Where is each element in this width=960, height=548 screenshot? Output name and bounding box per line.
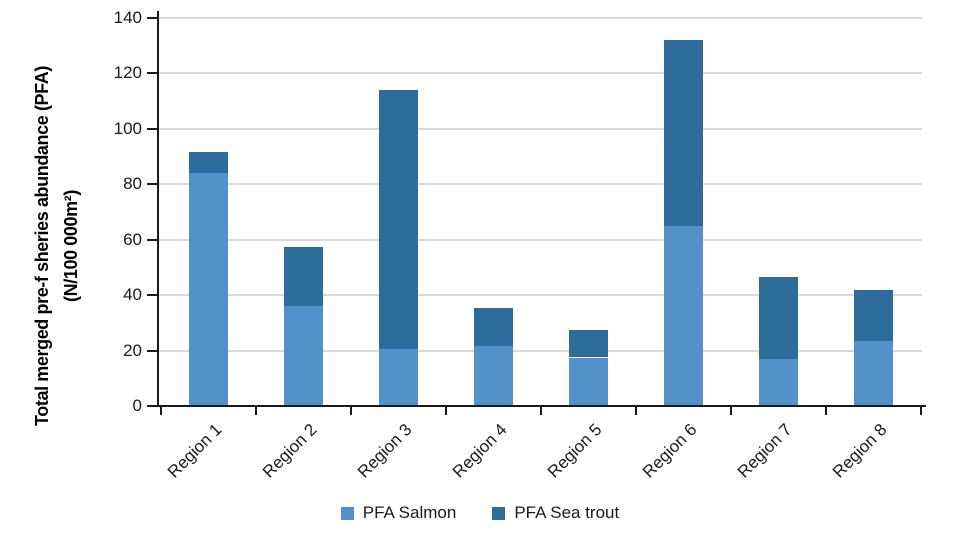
x-tick-4: [540, 407, 542, 415]
y-tick-label-80: 80: [123, 174, 142, 194]
x-tick-label-region-3: Region 3: [354, 420, 416, 482]
bar-segment-pfa-sea-trout-region-4: [474, 307, 513, 347]
x-tick-label-region-5: Region 5: [544, 420, 606, 482]
legend-swatch-pfa-sea-trout: [492, 506, 506, 520]
y-tick-label-40: 40: [123, 285, 142, 305]
legend-label-pfa-salmon: PFA Salmon: [362, 503, 457, 522]
x-tick-label-region-1: Region 1: [164, 420, 226, 482]
y-tick-0: [147, 405, 157, 407]
x-tick-label-region-6: Region 6: [639, 420, 701, 482]
bar-segment-pfa-sea-trout-region-6: [664, 40, 703, 226]
bar-segment-pfa-salmon-region-2: [284, 306, 323, 406]
x-tick-3: [445, 407, 447, 415]
y-axis-title-line-2: (N/100 000m²): [61, 190, 81, 302]
gridline-40: [159, 294, 922, 297]
bar-segment-pfa-sea-trout-region-1: [189, 152, 228, 174]
y-tick-label-100: 100: [113, 118, 142, 138]
y-tick-label-0: 0: [132, 396, 142, 415]
gridline-120: [159, 72, 922, 75]
y-tick-label-140: 140: [113, 8, 142, 27]
y-tick-60: [147, 238, 157, 241]
bar-segment-pfa-salmon-region-8: [854, 340, 893, 406]
bar-segment-pfa-salmon-region-1: [189, 173, 228, 406]
legend-item-pfa-salmon: PFA Salmon: [340, 503, 457, 523]
bar-segment-pfa-sea-trout-region-8: [854, 289, 893, 341]
bar-segment-pfa-sea-trout-region-5: [569, 329, 608, 358]
gridline-100: [159, 127, 922, 130]
y-tick-120: [147, 72, 157, 75]
gridline-60: [159, 238, 922, 241]
y-tick-100: [147, 127, 157, 130]
x-tick-label-region-2: Region 2: [259, 420, 321, 482]
bar-segment-pfa-sea-trout-region-2: [284, 246, 323, 307]
y-tick-140: [147, 17, 157, 19]
bar-segment-pfa-sea-trout-region-7: [759, 277, 798, 359]
legend: PFA Salmon PFA Sea trout: [0, 503, 960, 523]
y-tick-40: [147, 294, 157, 297]
bar-segment-pfa-sea-trout-region-3: [379, 90, 418, 350]
bar-segment-pfa-salmon-region-6: [664, 225, 703, 406]
gridline-140: [159, 17, 922, 19]
y-tick-80: [147, 183, 157, 186]
x-tick-1: [255, 407, 257, 415]
y-tick-20: [147, 349, 157, 352]
x-tick-label-region-4: Region 4: [449, 420, 511, 482]
bar-segment-pfa-salmon-region-5: [569, 357, 608, 406]
x-tick-label-region-8: Region 8: [829, 420, 891, 482]
y-tick-label-60: 60: [123, 229, 142, 249]
legend-label-pfa-sea-trout: PFA Sea trout: [514, 503, 620, 522]
x-tick-label-region-7: Region 7: [734, 420, 796, 482]
x-tick-2: [350, 407, 352, 415]
bar-segment-pfa-salmon-region-7: [759, 358, 798, 406]
x-tick-5: [635, 407, 637, 415]
y-tick-label-20: 20: [123, 340, 142, 360]
y-axis-line: [157, 11, 159, 407]
x-tick-8: [920, 407, 922, 415]
x-axis-line: [157, 405, 926, 407]
gridline-80: [159, 183, 922, 186]
legend-item-pfa-sea-trout: PFA Sea trout: [492, 503, 619, 523]
x-tick-6: [730, 407, 732, 415]
y-tick-label-120: 120: [113, 63, 142, 83]
legend-swatch-pfa-salmon: [340, 506, 354, 520]
x-tick-7: [825, 407, 827, 415]
bar-segment-pfa-salmon-region-3: [379, 349, 418, 406]
y-axis-title: Total merged pre-f sheries abundance (PF…: [28, 46, 86, 446]
y-axis-title-line-1: Total merged pre-f sheries abundance (PF…: [32, 66, 52, 426]
bar-segment-pfa-salmon-region-4: [474, 346, 513, 406]
gridline-20: [159, 349, 922, 352]
x-tick-0: [160, 407, 162, 415]
